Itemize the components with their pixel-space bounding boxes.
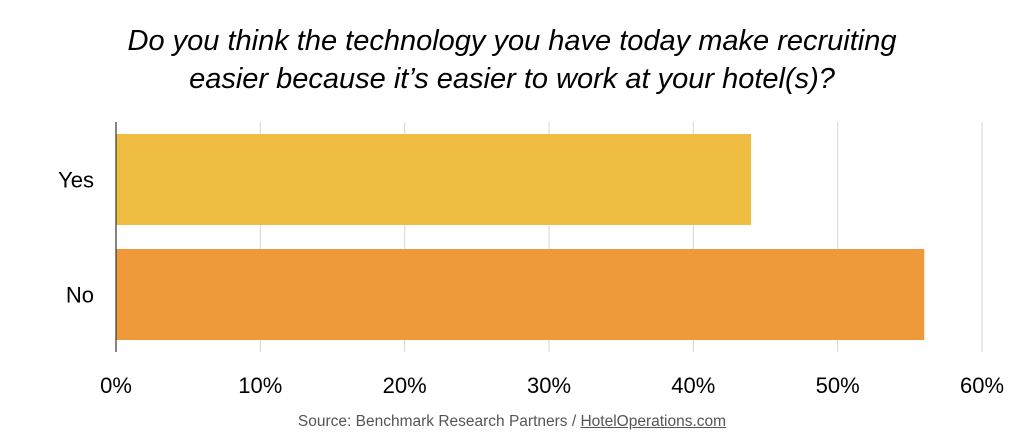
- x-tick-labels: 0% 10% 20% 30% 40% 50% 60%: [100, 373, 1004, 398]
- chart-title: Do you think the technology you have tod…: [0, 22, 1024, 98]
- x-tick-label: 50%: [816, 373, 860, 398]
- bar-no: [116, 249, 925, 340]
- category-label-yes: Yes: [58, 168, 94, 193]
- x-tick-label: 20%: [383, 373, 427, 398]
- bar-yes: [116, 134, 752, 225]
- x-tick-label: 0%: [100, 373, 132, 398]
- source-note: Source: Benchmark Research Partners / Ho…: [0, 413, 1024, 431]
- x-tick-label: 40%: [671, 373, 715, 398]
- x-tick-label: 30%: [527, 373, 571, 398]
- x-tick-label: 60%: [960, 373, 1004, 398]
- chart-title-line-2: easier because it’s easier to work at yo…: [189, 63, 835, 95]
- chart-title-line-1: Do you think the technology you have tod…: [127, 25, 897, 57]
- category-label-no: No: [66, 283, 94, 308]
- x-tick-label: 10%: [238, 373, 282, 398]
- source-text: Source: Benchmark Research Partners /: [297, 413, 581, 430]
- category-labels: Yes No: [58, 168, 94, 308]
- bars: [116, 134, 925, 340]
- source-link[interactable]: HotelOperations.com: [580, 413, 727, 430]
